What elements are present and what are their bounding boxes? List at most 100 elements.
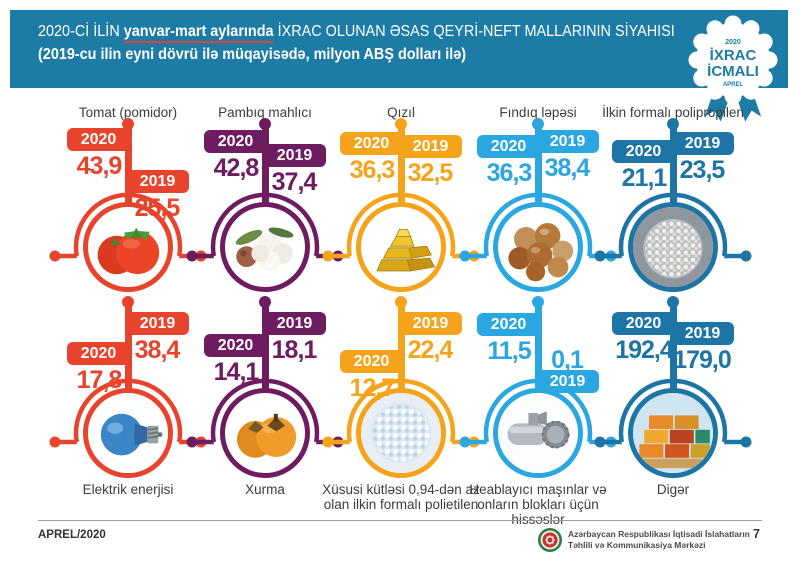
year-label-2020: 2020 <box>353 353 390 370</box>
year-badge-2019: 2019 <box>399 135 462 158</box>
stem-dot-icon <box>259 118 271 130</box>
product-name: Pambıq mahlıcı <box>218 104 312 120</box>
product-item: Tomat (pomidor) 2020 43,9 2019 25,5 Toma… <box>49 92 207 296</box>
value-2019: 22,4 <box>407 336 454 364</box>
year-badge-2019: 2019 <box>126 170 189 193</box>
year-label-2020: 2020 <box>625 143 662 160</box>
year-badge-2019: 2019 <box>536 370 599 393</box>
value-2020: 11,5 <box>487 337 531 365</box>
value-2019: 0,1 <box>551 346 584 374</box>
title-prefix: 2020-Cİ İLİN <box>38 23 124 40</box>
year-label-2019: 2019 <box>684 325 721 342</box>
value-2019: 23,5 <box>679 156 726 184</box>
stem-dot-icon <box>667 118 679 130</box>
stem-line <box>670 124 677 204</box>
year-badge-2020: 2020 <box>340 132 403 155</box>
state-emblem-icon <box>538 528 562 552</box>
product-name: Xüsusi kütləsi 0,94-dən az olan ilkin fo… <box>322 482 480 513</box>
org-line2: Təhlili və Kommunikasiya Mərkəzi <box>568 539 706 550</box>
product-item: Xüsusi kütləsi 0,94-dən az olan ilkin fo… <box>322 296 480 528</box>
stem-line <box>398 124 405 204</box>
value-2019: 25,5 <box>134 194 181 222</box>
year-badge-2019: 2019 <box>536 130 599 153</box>
product-item: Fındıq ləpəsi 2020 36,3 2019 38,4 Fındıq… <box>459 92 617 296</box>
year-badge-2019: 2019 <box>671 132 734 155</box>
org-line1: Azərbaycan Respublikası İqtisadi İslahat… <box>568 529 750 539</box>
product-name: Tomat (pomidor) <box>78 104 178 120</box>
product-item: Qızıl 2020 36,3 2019 32,5 Qızıl <box>322 92 480 296</box>
footer-organization: Azərbaycan Respublikası İqtisadi İslahat… <box>568 529 750 550</box>
product-item: Pambıq mahlıcı 2020 42,8 2019 37,4 Pambı… <box>186 92 344 296</box>
year-badge-2020: 2020 <box>612 140 675 163</box>
year-label-2019: 2019 <box>549 133 586 150</box>
title-suffix: İXRAC OLUNAN ƏSAS QEYRİ-NEFT MALLARININ … <box>273 23 675 40</box>
stem-line <box>535 301 542 391</box>
stem-dot-icon <box>122 296 134 308</box>
year-label-2019: 2019 <box>139 315 176 332</box>
machine-image <box>493 388 583 478</box>
value-2019: 32,5 <box>407 159 454 187</box>
product-item: Heablayıcı maşınlar və onların blokları … <box>459 296 617 528</box>
year-badge-2019: 2019 <box>671 322 734 345</box>
stem-dot-icon <box>532 118 544 130</box>
badge-month: APREL <box>723 82 744 88</box>
value-2020: 21,1 <box>621 164 668 192</box>
year-badge-2020: 2020 <box>204 334 267 357</box>
containers-image <box>628 388 718 478</box>
stem-dot-icon <box>395 296 407 308</box>
export-review-badge: 2020 İXRAC İCMALI APREL <box>688 15 778 127</box>
value-2019: 18,1 <box>271 336 318 364</box>
year-label-2019: 2019 <box>276 315 313 332</box>
value-2019: 38,4 <box>544 154 591 182</box>
product-item: İlkin formalı polipropilen 2020 21,1 201… <box>594 92 752 296</box>
stem-dot-icon <box>667 296 679 308</box>
value-2020: 36,3 <box>486 159 533 187</box>
connector-arc-icon <box>594 378 752 448</box>
polyethylene-image <box>356 388 446 478</box>
product-item: Xurma 2020 14,1 2019 18,1 Xurma <box>186 296 344 528</box>
year-badge-2020: 2020 <box>612 312 675 335</box>
year-badge-2020: 2020 <box>477 313 540 336</box>
value-2020: 192,4 <box>615 336 674 364</box>
stem-dot-icon <box>395 118 407 130</box>
stem-dot-icon <box>122 118 134 130</box>
year-label-2020: 2020 <box>490 138 527 155</box>
page-title: 2020-Cİ İLİN yanvar-mart aylarında İXRAC… <box>38 23 675 43</box>
connector-arc-icon <box>594 192 752 262</box>
value-2020: 17,8 <box>76 366 123 394</box>
title-highlight: yanvar-mart aylarında <box>123 23 274 43</box>
value-2020: 43,9 <box>76 152 123 180</box>
footer-divider <box>38 520 762 521</box>
badge-year: 2020 <box>725 39 741 46</box>
year-badge-2020: 2020 <box>67 342 130 365</box>
year-label-2019: 2019 <box>139 173 176 190</box>
page-number: 7 <box>753 527 760 541</box>
value-2020: 12,7 <box>349 374 396 402</box>
stem-line <box>125 124 132 204</box>
value-2020: 42,8 <box>213 154 260 182</box>
hazelnut-image <box>493 202 583 292</box>
cotton-image <box>220 202 310 292</box>
year-label-2019: 2019 <box>276 147 313 164</box>
product-item: Digər 2020 192,4 2019 179,0 Digər <box>594 296 752 528</box>
year-label-2020: 2020 <box>217 337 254 354</box>
year-badge-2019: 2019 <box>399 312 462 335</box>
page-subtitle: (2019-cu ilin eyni dövrü ilə müqayisədə,… <box>38 46 467 63</box>
year-label-2020: 2020 <box>80 131 117 148</box>
rosette-icon <box>688 15 778 105</box>
year-badge-2019: 2019 <box>263 144 326 167</box>
year-label-2019: 2019 <box>412 138 449 155</box>
stem-dot-icon <box>259 296 271 308</box>
persimmon-image <box>220 388 310 478</box>
stem-line <box>398 301 405 391</box>
year-label-2020: 2020 <box>625 315 662 332</box>
year-badge-2020: 2020 <box>477 135 540 158</box>
value-2019: 37,4 <box>271 168 318 196</box>
gold-image <box>356 202 446 292</box>
product-name: Fındıq ləpəsi <box>499 104 577 120</box>
product-name: Heablayıcı maşınlar və onların blokları … <box>469 482 607 528</box>
year-badge-2020: 2020 <box>340 350 403 373</box>
product-name: Xurma <box>245 482 285 497</box>
bulb-image <box>83 388 173 478</box>
year-label-2019: 2019 <box>684 135 721 152</box>
